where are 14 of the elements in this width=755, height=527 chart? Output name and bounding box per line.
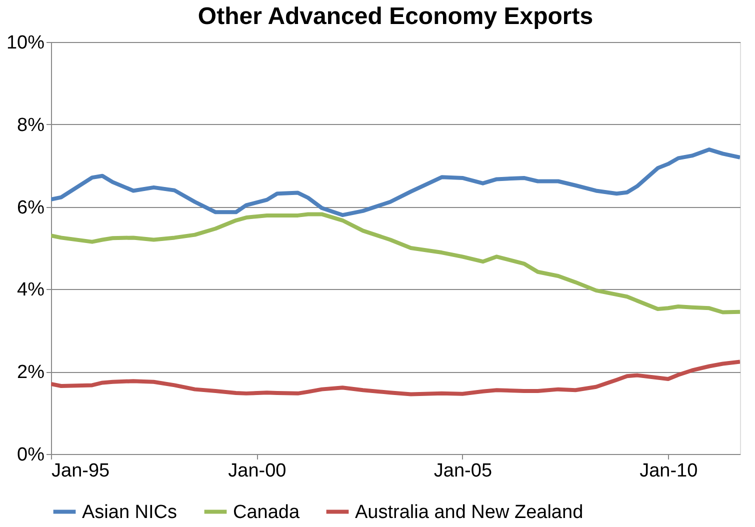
x-tick-label: Jan-10 xyxy=(640,460,698,482)
y-tick-label: 2% xyxy=(17,362,45,384)
chart-title: Other Advanced Economy Exports xyxy=(198,3,594,30)
y-tick-label: 4% xyxy=(17,280,45,301)
legend-label: Asian NICs xyxy=(82,502,178,523)
y-tick-label: 6% xyxy=(17,197,45,218)
legend-label: Canada xyxy=(233,502,300,523)
y-tick-label: 0% xyxy=(17,444,45,466)
x-tick-label: Jan-95 xyxy=(52,460,110,482)
x-tick-label: Jan-05 xyxy=(434,460,492,482)
y-tick-label: 8% xyxy=(17,114,45,136)
y-tick-label: 10% xyxy=(6,32,45,54)
legend-label: Australia and New Zealand xyxy=(355,502,584,523)
x-tick-label: Jan-00 xyxy=(228,460,286,482)
